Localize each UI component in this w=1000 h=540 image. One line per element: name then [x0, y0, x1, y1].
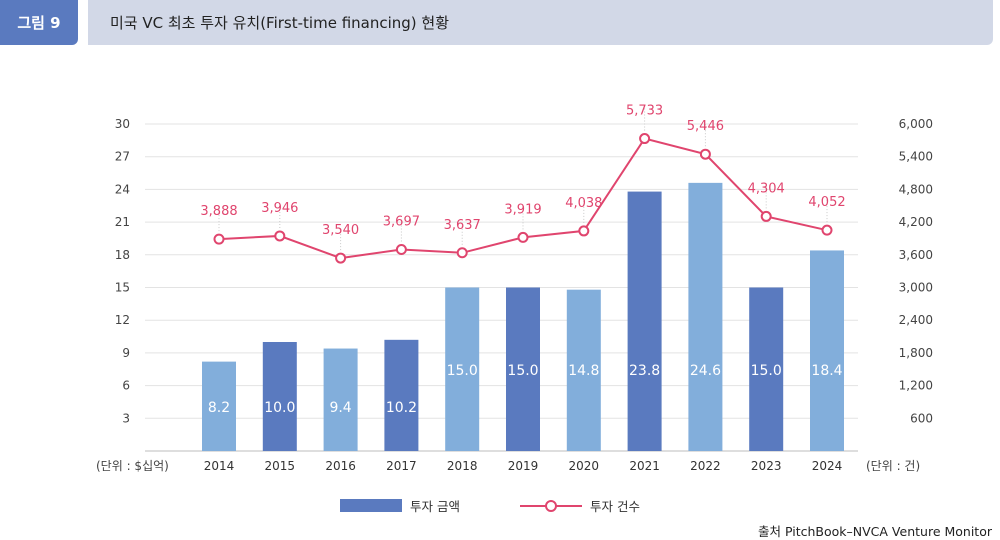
- count-point: [213, 233, 225, 245]
- right-tick-label: 1,800: [899, 346, 933, 360]
- figure-title-bar: 미국 VC 최초 투자 유치(First-time financing) 현황: [88, 0, 993, 45]
- count-point: [274, 230, 286, 242]
- bar-value-label: 15.0: [447, 363, 478, 379]
- bar-series: 8.2 10.0 9.4 10.2 15.0 15.0 14.8 23.8 24.6 15.0 18…: [202, 182, 844, 452]
- bar: [323, 348, 358, 451]
- count-point: [517, 231, 529, 243]
- legend-item-amount: 투자 금액: [340, 496, 460, 515]
- count-value-label: 3,697: [383, 215, 420, 230]
- bar-value-label: 10.2: [386, 400, 417, 416]
- right-tick-label: 1,200: [899, 379, 933, 393]
- right-tick-label: 4,200: [899, 215, 933, 229]
- count-point: [699, 148, 711, 160]
- legend-label-count: 투자 건수: [589, 499, 640, 514]
- count-point: [821, 224, 833, 236]
- right-tick-label: 600: [910, 411, 933, 425]
- count-value-label: 4,038: [565, 196, 602, 211]
- left-tick-label: 24: [115, 182, 130, 196]
- right-axis: 600 1,200 1,800 2,400 3,000 3,600 4,200 4,800 5,…: [899, 117, 933, 425]
- count-value-label: 5,733: [626, 104, 663, 119]
- count-point: [578, 225, 590, 237]
- x-tick-label: 2015: [265, 459, 296, 473]
- count-value-label: 3,946: [261, 201, 298, 216]
- x-tick-label: 2022: [690, 459, 721, 473]
- left-axis-unit-label: (단위 : $십억): [96, 459, 169, 473]
- count-value-label: 5,446: [687, 119, 724, 134]
- legend-item-count: 투자 건수: [519, 496, 640, 515]
- count-value-label: 4,052: [808, 195, 845, 210]
- bar-value-label: 15.0: [751, 363, 782, 379]
- x-tick-label: 2019: [508, 459, 539, 473]
- grid-lines: [145, 123, 858, 452]
- count-value-label: 3,637: [444, 218, 481, 233]
- left-tick-label: 27: [115, 150, 130, 164]
- right-tick-label: 3,000: [899, 281, 933, 295]
- bar: [749, 287, 784, 451]
- left-tick-label: 15: [115, 281, 130, 295]
- bar-value-label: 14.8: [568, 363, 599, 379]
- right-tick-label: 6,000: [899, 117, 933, 131]
- bar-value-label: 24.6: [690, 363, 721, 379]
- bar: [445, 287, 480, 451]
- legend-swatch-line: [519, 499, 582, 512]
- count-value-label: 3,919: [504, 202, 541, 217]
- bar: [810, 250, 844, 451]
- count-value-label: 4,304: [748, 181, 785, 196]
- figure-label: 그림 9: [0, 0, 78, 45]
- bar: [262, 342, 297, 451]
- bar: [688, 182, 723, 452]
- left-tick-label: 18: [115, 248, 130, 262]
- right-tick-label: 4,800: [899, 182, 933, 196]
- bar-value-label: 18.4: [811, 363, 842, 379]
- bar: [384, 339, 419, 451]
- bar-value-label: 10.0: [264, 400, 295, 416]
- left-tick-label: 30: [115, 117, 130, 131]
- bar-value-label: 23.8: [629, 363, 660, 379]
- left-axis: 3 6 9 12 15 18 21 24 27 30: [115, 117, 130, 425]
- count-value-label: 3,888: [200, 204, 237, 219]
- line-series: 3,888 3,946 3,540 3,697 3,637 3,919 4,038 5,733…: [200, 104, 846, 264]
- left-tick-label: 3: [122, 411, 130, 425]
- legend-label-amount: 투자 금액: [410, 499, 460, 514]
- bar-value-label: 9.4: [329, 400, 351, 416]
- bar: [506, 287, 540, 451]
- x-tick-label: 2016: [325, 459, 356, 473]
- count-point: [456, 247, 468, 259]
- bar: [627, 191, 662, 451]
- x-tick-label: 2017: [386, 459, 417, 473]
- figure-title: 미국 VC 최초 투자 유치(First-time financing) 현황: [110, 14, 450, 32]
- right-tick-label: 3,600: [899, 248, 933, 262]
- left-tick-label: 9: [122, 346, 130, 360]
- count-point: [639, 133, 651, 145]
- count-point: [335, 252, 347, 264]
- right-tick-label: 5,400: [899, 150, 933, 164]
- x-axis: 2014 2015 2016 2017 2018 2019 2020 2021 2022 2023…: [204, 459, 843, 473]
- source-note: 출처 PitchBook–NVCA Venture Monitor: [758, 524, 992, 539]
- legend-swatch-bar: [340, 499, 402, 512]
- left-tick-label: 12: [115, 313, 130, 327]
- count-point: [395, 244, 407, 256]
- x-tick-label: 2014: [204, 459, 235, 473]
- count-point: [760, 210, 772, 222]
- left-tick-label: 6: [122, 379, 130, 393]
- chart-legend: 투자 금액 투자 건수: [340, 496, 700, 515]
- right-tick-label: 2,400: [899, 313, 933, 327]
- bar-value-label: 8.2: [208, 400, 230, 416]
- bar: [202, 361, 236, 451]
- x-tick-label: 2023: [751, 459, 782, 473]
- x-tick-label: 2018: [447, 459, 478, 473]
- left-tick-label: 21: [115, 215, 130, 229]
- x-tick-label: 2021: [629, 459, 660, 473]
- right-axis-unit-label: (단위 : 건): [866, 459, 920, 473]
- x-tick-label: 2020: [569, 459, 600, 473]
- bar: [566, 289, 601, 451]
- count-value-label: 3,540: [322, 223, 359, 238]
- bar-value-label: 15.0: [507, 363, 538, 379]
- x-tick-label: 2024: [812, 459, 843, 473]
